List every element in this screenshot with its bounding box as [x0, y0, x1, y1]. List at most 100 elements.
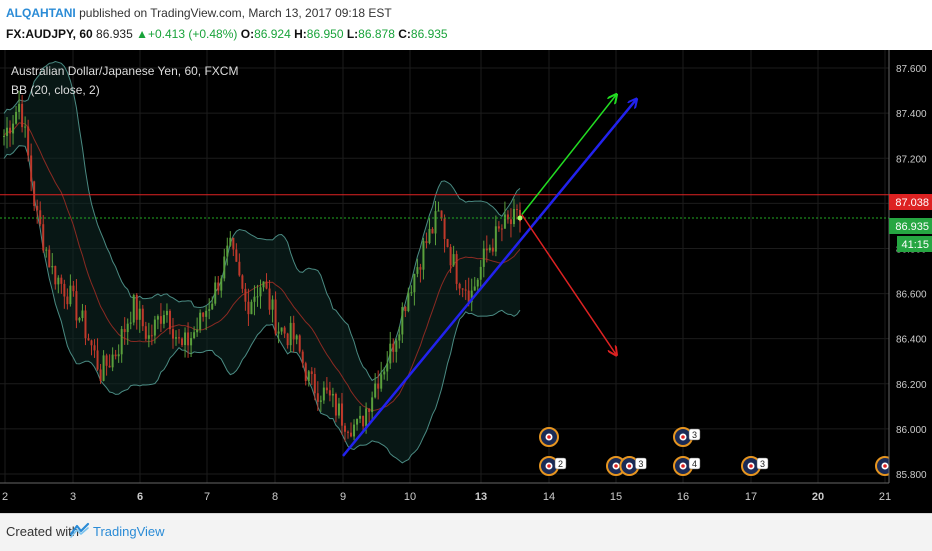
- price-levels: [0, 194, 889, 219]
- last-price: 86.935: [96, 27, 133, 41]
- tradingview-logo-icon[interactable]: [70, 522, 90, 538]
- candle-body: [54, 266, 57, 285]
- candle-body: [271, 299, 274, 310]
- candle-body: [398, 334, 401, 341]
- candle-body: [3, 135, 5, 137]
- y-tick-label: 85.800: [896, 470, 927, 481]
- candle-body: [181, 338, 184, 346]
- candle-body: [48, 249, 51, 268]
- event-badge: [688, 457, 701, 470]
- candle-body: [42, 224, 45, 251]
- candle-body: [298, 335, 301, 352]
- candle-body: [184, 332, 187, 346]
- candle-body: [301, 351, 304, 364]
- candle-body: [111, 354, 114, 368]
- candle-body: [479, 266, 482, 280]
- drawings[interactable]: [342, 95, 636, 457]
- event-badge: [756, 457, 769, 470]
- flag-center: [614, 464, 618, 468]
- event-marker[interactable]: 3: [619, 456, 647, 476]
- footer: Created with TradingView: [0, 513, 932, 551]
- tradingview-brand[interactable]: TradingView: [93, 524, 165, 539]
- candle-body: [512, 209, 515, 225]
- event-badge-count: 3: [638, 459, 643, 469]
- candle-body: [386, 363, 389, 372]
- candle-body: [126, 323, 129, 333]
- candle-body: [256, 296, 259, 298]
- candle-body: [90, 340, 93, 346]
- candle-body: [217, 282, 220, 291]
- x-tick-label: 20: [812, 491, 824, 503]
- candle-body: [494, 226, 497, 252]
- candle-body: [211, 303, 214, 310]
- event-marker[interactable]: [539, 427, 559, 447]
- x-tick-label: 15: [610, 491, 622, 503]
- event-marker[interactable]: 3: [741, 456, 769, 476]
- trendline-blue[interactable]: [342, 100, 636, 457]
- candle-body: [226, 245, 229, 257]
- candle-body: [374, 383, 377, 398]
- event-badge-count: 2: [558, 459, 563, 469]
- candle-body: [165, 310, 168, 316]
- ohlc-line: FX:AUDJPY, 60 86.935 ▲+0.413 (+0.48%) O:…: [6, 27, 448, 41]
- candle-body: [362, 415, 365, 427]
- candle-body: [117, 354, 120, 357]
- candle-body: [199, 312, 202, 330]
- candle-body: [461, 288, 464, 290]
- candle-body: [497, 226, 500, 229]
- candle-body: [280, 327, 283, 332]
- arrow-red[interactable]: [521, 214, 616, 355]
- candle-body: [214, 282, 217, 304]
- candle-body: [425, 241, 428, 244]
- arrow-green[interactable]: [521, 95, 616, 216]
- candle-body: [488, 247, 491, 251]
- candle-body: [241, 275, 244, 289]
- candle-body: [365, 408, 368, 427]
- candle-body: [12, 123, 15, 134]
- candle-body: [153, 319, 156, 336]
- candle-body: [359, 415, 362, 419]
- candle-body: [238, 261, 241, 276]
- candlesticks: [3, 90, 521, 442]
- event-marker[interactable]: 4: [673, 456, 701, 476]
- legend-indicator[interactable]: BB (20, close, 2): [11, 83, 100, 97]
- candle-body: [159, 316, 162, 324]
- candle-body: [410, 292, 413, 294]
- candle-body: [75, 291, 78, 321]
- flag-center: [547, 464, 551, 468]
- candle-body: [24, 126, 27, 128]
- x-tick-label: 14: [543, 491, 555, 503]
- candle-body: [220, 278, 223, 291]
- y-tick-label: 87.400: [896, 109, 927, 120]
- event-marker[interactable]: 3: [673, 427, 701, 447]
- x-tick-label: 3: [70, 491, 76, 503]
- candle-body: [141, 308, 144, 327]
- y-tick-label: 86.400: [896, 335, 927, 346]
- candle-body: [476, 279, 479, 287]
- candle-body: [473, 286, 476, 291]
- economic-events[interactable]: 223343: [539, 427, 895, 476]
- candle-body: [274, 299, 277, 334]
- candle-body: [147, 335, 150, 339]
- author-link[interactable]: ALQAHTANI: [6, 6, 76, 20]
- candle-body: [422, 241, 425, 270]
- candle-body: [78, 318, 81, 321]
- candle-body: [289, 322, 292, 346]
- candle-body: [485, 248, 488, 251]
- chart-svg[interactable]: 2 2 3 3 4 3 87.60087.40087.20087.00086.80086.…: [0, 50, 932, 513]
- event-marker[interactable]: 2: [539, 456, 567, 476]
- chart-header: ALQAHTANI published on TradingView.com, …: [0, 0, 932, 50]
- candle-body: [72, 285, 75, 292]
- candle-body: [356, 418, 359, 425]
- flag-center: [681, 464, 685, 468]
- candle-body: [325, 387, 328, 391]
- chart-area[interactable]: 2 2 3 3 4 3 87.60087.40087.20087.00086.80086.…: [0, 50, 932, 513]
- candle-body: [205, 310, 208, 317]
- candle-body: [347, 431, 349, 433]
- candle-body: [286, 333, 289, 346]
- candle-body: [162, 315, 165, 324]
- x-tick-label: 13: [475, 491, 487, 503]
- flag-center: [547, 435, 551, 439]
- candle-body: [395, 340, 398, 352]
- event-badge-count: 4: [692, 459, 697, 469]
